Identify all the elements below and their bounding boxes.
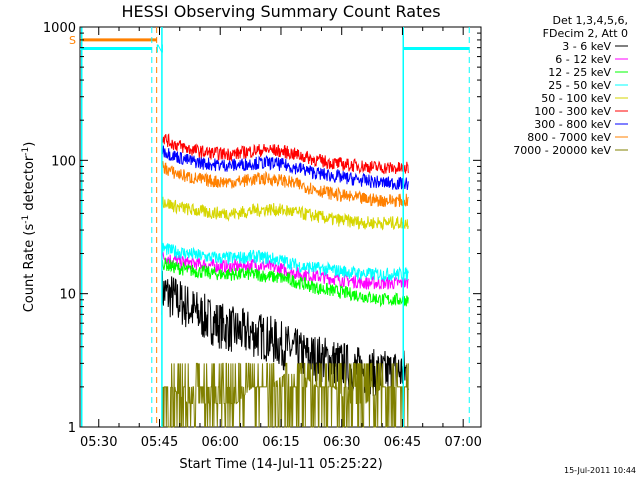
legend-label: 100 - 300 keV xyxy=(534,105,611,118)
legend-label: 3 - 6 keV xyxy=(562,40,611,53)
x-tick-label: 07:00 xyxy=(444,435,481,450)
legend-label: 50 - 100 keV xyxy=(541,92,611,105)
x-tick-label: 06:15 xyxy=(262,435,299,450)
x-tick-label: 05:30 xyxy=(80,435,117,450)
y-axis-label-mid: detector xyxy=(22,155,37,215)
y-axis-label: Count Rate (s-1 detector-1) xyxy=(21,142,37,313)
flag-label-S: S xyxy=(69,34,76,47)
legend-header-line-2: FDecim 2, Att 0 xyxy=(543,27,628,40)
y-axis-label-main: Count Rate (s xyxy=(22,224,37,313)
x-tick-label: 05:45 xyxy=(141,435,178,450)
y-axis-label-end: ) xyxy=(22,142,37,147)
data-flags: SN xyxy=(69,27,470,427)
y-axis-label-sup2: -1 xyxy=(21,147,31,156)
time-markers xyxy=(80,27,405,427)
chart-title: HESSI Observing Summary Count Rates xyxy=(121,2,440,21)
legend-label: 300 - 800 keV xyxy=(534,118,611,131)
generated-timestamp: 15-Jul-2011 10:44 xyxy=(564,466,636,475)
series-line xyxy=(161,196,409,231)
y-axis-label-sup1: -1 xyxy=(21,215,31,224)
y-tick-label: 10 xyxy=(59,288,76,303)
x-axis-label: Start Time (14-Jul-11 05:25:22) xyxy=(179,457,382,472)
legend-label: 25 - 50 keV xyxy=(548,79,611,92)
series-line xyxy=(161,133,409,175)
x-tick-label: 06:00 xyxy=(201,435,238,450)
y-tick-label: 1000 xyxy=(43,21,76,36)
y-tick-label: 100 xyxy=(51,154,76,169)
legend-header-line-1: Det 1,3,4,5,6, xyxy=(552,14,628,27)
legend-label: 6 - 12 keV xyxy=(555,53,611,66)
data-series xyxy=(161,133,409,428)
legend-label: 7000 - 20000 keV xyxy=(513,144,611,157)
x-tick-label: 06:45 xyxy=(384,435,421,450)
series-line xyxy=(161,145,409,191)
flag-label-N: N xyxy=(156,42,164,55)
series-line xyxy=(161,242,409,282)
y-axis-ticks: 1 10 100 1000 xyxy=(43,21,481,436)
x-axis-ticks: 05:30 05:45 06:00 06:15 06:30 06:45 07:00 xyxy=(80,27,482,450)
legend: Det 1,3,4,5,6, FDecim 2, Att 0 3 - 6 keV… xyxy=(513,14,628,157)
y-tick-label: 1 xyxy=(68,421,76,436)
series-line xyxy=(161,257,409,308)
series-line xyxy=(161,161,409,208)
plot-frame xyxy=(79,26,482,428)
legend-label: 800 - 7000 keV xyxy=(527,131,611,144)
legend-label: 12 - 25 keV xyxy=(548,66,611,79)
x-tick-label: 06:30 xyxy=(323,435,360,450)
series-line xyxy=(161,362,409,428)
